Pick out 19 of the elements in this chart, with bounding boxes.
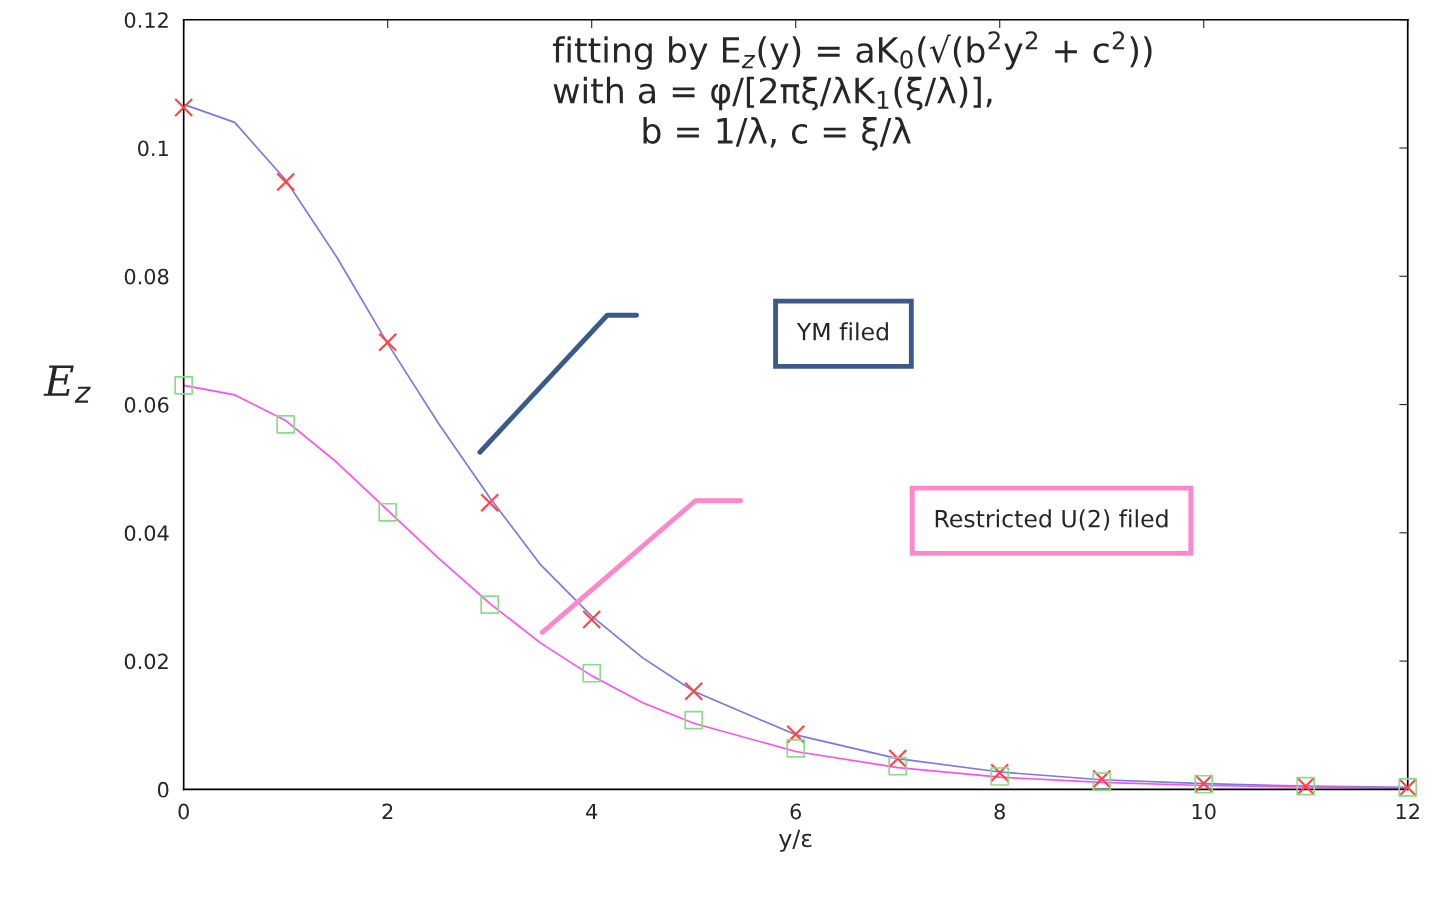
x-tick-label: 10	[1192, 803, 1216, 820]
annotation: Restricted U(2) filed	[935, 509, 1168, 531]
x-tick-label: 4	[586, 803, 598, 820]
x-tick-label: 8	[994, 803, 1005, 820]
y-tick-label: 0.08	[124, 268, 169, 285]
y-tick-label: 0.1	[138, 140, 168, 157]
x-tick-label: 2	[382, 803, 393, 820]
x-axis-title: y/ε	[779, 829, 812, 852]
y-tick-label: 0.04	[124, 525, 169, 542]
x-tick-label: 0	[178, 803, 189, 820]
annotation: YM filed	[796, 322, 888, 341]
text: fitting by E$_{z}$(y) = aK$_{0}$(√(b$^{2}$y$^{2}$ + c$^{2}$)) with a = φ/[2πξ/λK$_{1}$(ξ/λ)], b = 1/λ, c = ξ/λ	[552, 31, 1152, 151]
y-axis-title: E$_{z}$	[43, 365, 91, 403]
x-tick-label: 12	[1396, 803, 1419, 820]
y-tick-label: 0.02	[124, 653, 168, 670]
x-tick-label: 6	[790, 803, 802, 820]
y-tick-label: 0.12	[124, 12, 168, 28]
y-tick-label: 0.06	[124, 397, 169, 413]
y-tick-label: 0	[157, 781, 169, 798]
